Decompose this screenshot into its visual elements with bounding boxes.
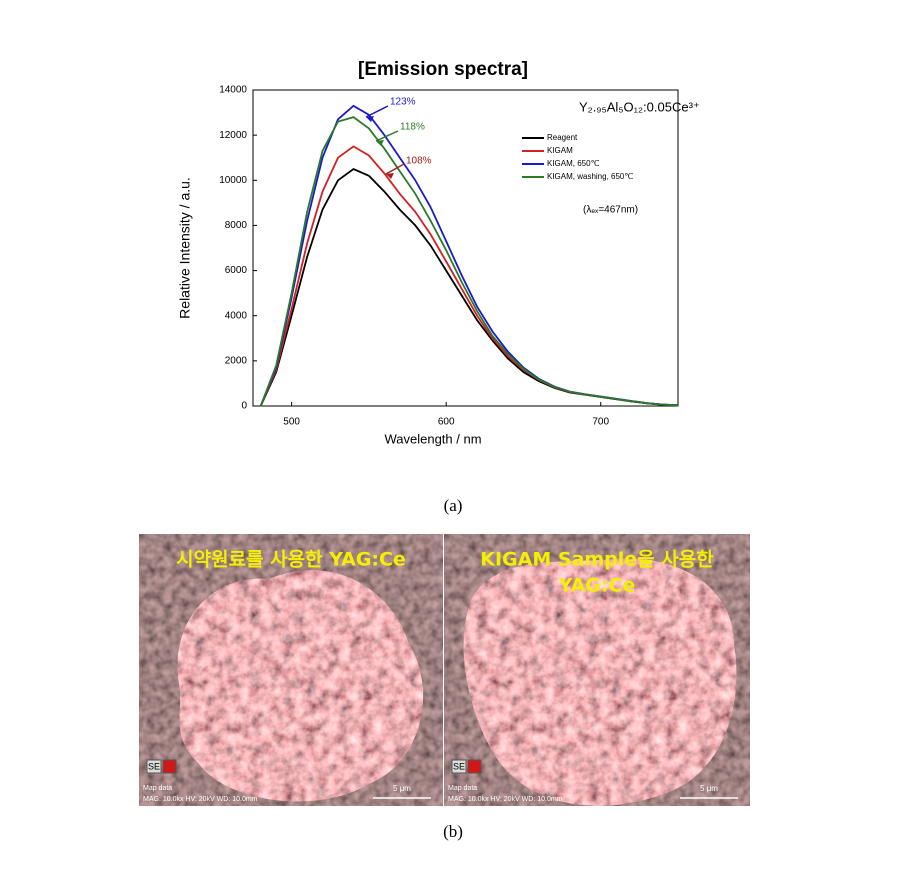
particle-cluster bbox=[463, 558, 737, 806]
image-title: 시약원료를 사용한 YAG:Ce bbox=[176, 549, 406, 571]
x-tick-label: 700 bbox=[592, 417, 609, 428]
scale-label: 5 μm bbox=[700, 784, 718, 793]
map-label: Map data bbox=[143, 785, 172, 792]
annotation: 118% bbox=[400, 122, 425, 133]
detector-box bbox=[146, 759, 162, 774]
axes-frame bbox=[252, 89, 679, 407]
caption: (b) bbox=[443, 822, 463, 841]
formula: Y₂.₉₅Al₅O₁₂:0.05Ce³⁺ bbox=[579, 99, 700, 114]
arrow-head bbox=[366, 116, 374, 122]
y-tick-label: 6000 bbox=[225, 265, 248, 276]
micrograph: KIGAM Sample을 사용한 YAG:Ce SE Map data MAG: 10… bbox=[444, 534, 750, 806]
y-tick-label: 10000 bbox=[219, 175, 247, 186]
series-line bbox=[259, 145, 679, 407]
micrographs: 시약원료를 사용한 YAG:Ce SE Map data MAG: 10.0kx HV… bbox=[139, 534, 750, 806]
detector-label: SE bbox=[453, 761, 465, 771]
legend-label: KIGAM, washing, 650℃ bbox=[547, 172, 633, 181]
detector-box bbox=[451, 759, 467, 774]
y-tick-label: 8000 bbox=[225, 220, 248, 231]
y-tick-label: 14000 bbox=[219, 85, 247, 96]
plot-area: 0 2000 4000 6000 8000 10000 12000 14000 500 600 70… bbox=[219, 85, 679, 428]
particle-cluster bbox=[177, 570, 424, 802]
chart-title: [Emission spectra] bbox=[358, 59, 528, 80]
x-tick-label: 500 bbox=[283, 417, 300, 428]
legend-label: KIGAM, 650℃ bbox=[547, 159, 600, 168]
image-info: MAG: 10.0kx HV: 20kV WD: 10.0mm bbox=[143, 796, 258, 803]
legend-label: KIGAM bbox=[547, 146, 573, 155]
channel-box bbox=[162, 759, 177, 774]
excitation-label: (λₑₓ=467nm) bbox=[583, 205, 638, 216]
series-line bbox=[259, 116, 679, 407]
scale-label: 5 μm bbox=[393, 784, 411, 793]
image-title: KIGAM Sample을 사용한 bbox=[480, 549, 714, 571]
arrow-head bbox=[376, 140, 384, 146]
y-axis-label: Relative Intensity / a.u. bbox=[177, 177, 193, 319]
annotation-arrow bbox=[375, 130, 399, 142]
y-tick-label: 4000 bbox=[225, 310, 248, 321]
arrow-head bbox=[386, 173, 394, 179]
legend-label: Reagent bbox=[547, 133, 578, 142]
annotation-arrow bbox=[385, 163, 405, 175]
x-axis-label: Wavelength / nm bbox=[384, 431, 481, 446]
annotation: 123% bbox=[390, 97, 416, 108]
channel-box bbox=[467, 759, 482, 774]
detector-label: SE bbox=[148, 761, 160, 771]
caption: (a) bbox=[444, 496, 463, 515]
image-info: MAG: 10.0kx HV: 20kV WD: 10.0mm bbox=[448, 796, 563, 803]
image-title: YAG:Ce bbox=[558, 575, 636, 597]
annotation-arrow bbox=[365, 105, 389, 118]
y-tick-label: 12000 bbox=[219, 130, 247, 141]
y-tick-label: 2000 bbox=[225, 355, 248, 366]
map-label: Map data bbox=[448, 785, 477, 792]
y-tick-label: 0 bbox=[241, 401, 247, 412]
x-tick-label: 600 bbox=[438, 417, 455, 428]
annotation: 108% bbox=[406, 156, 432, 167]
micrograph: 시약원료를 사용한 YAG:Ce SE Map data MAG: 10.0kx HV… bbox=[139, 534, 443, 806]
